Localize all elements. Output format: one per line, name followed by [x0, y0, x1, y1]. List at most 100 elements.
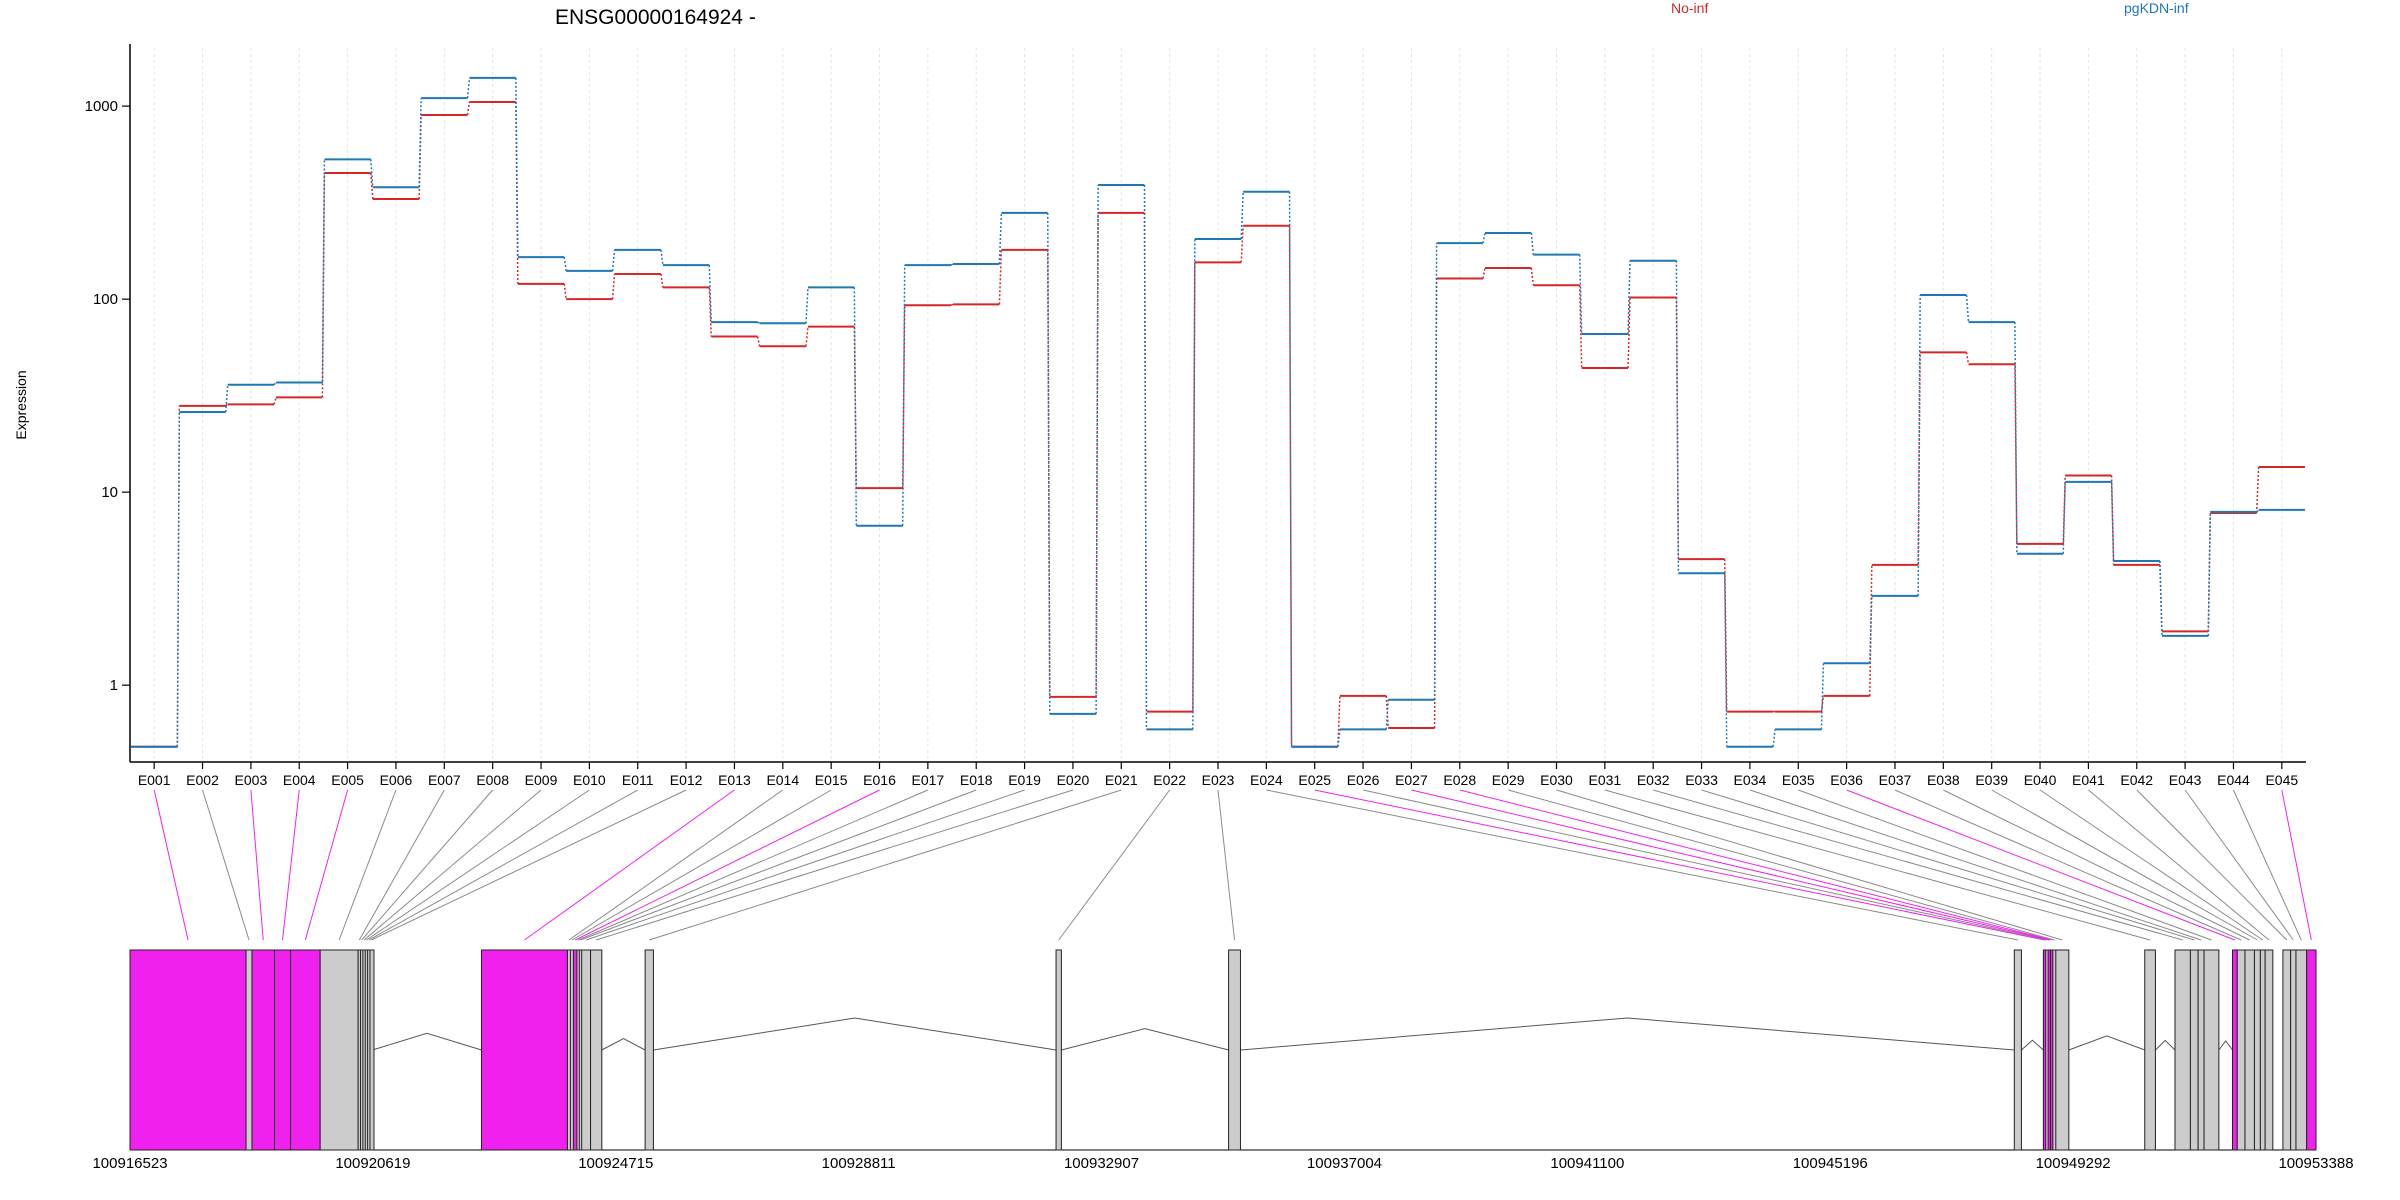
genomic-coordinate-label: 100924715 [578, 1155, 653, 1172]
exon-connector-line [1556, 790, 2062, 940]
exon-connector-line [2137, 790, 2287, 940]
exon-connector-line [2040, 790, 2263, 940]
x-tick-label: E024 [1250, 772, 1283, 788]
chart-title: ENSG00000164924 - [555, 6, 756, 29]
exon-box-e032 [2175, 950, 2190, 1150]
exon-connector-line [1059, 790, 1170, 940]
exon-box-e020 [591, 950, 602, 1150]
exon-box-e021 [645, 950, 653, 1150]
exon-connector-line [572, 790, 831, 940]
x-tick-label: E035 [1782, 772, 1815, 788]
x-tick-label: E002 [186, 772, 219, 788]
exon-connector-line [2088, 790, 2269, 940]
genomic-coordinate-label: 100953388 [2278, 1155, 2353, 1172]
x-tick-label: E027 [1395, 772, 1428, 788]
genomic-coordinate-label: 100941100 [1550, 1155, 1624, 1172]
exon-box-e002 [246, 950, 252, 1150]
series-step-no-inf [1580, 285, 1582, 368]
exon-connector-line [1508, 790, 2054, 940]
x-tick-label: E043 [2169, 772, 2202, 788]
intron-line [653, 1018, 1056, 1050]
exon-connector-line [154, 790, 188, 940]
series-step-pgkdn-inf [322, 159, 324, 382]
series-step-pgkdn-inf [1870, 596, 1872, 663]
exon-box-e013 [481, 950, 567, 1150]
exon-box-e040 [2260, 950, 2265, 1150]
series-step-pgkdn-inf [177, 412, 179, 747]
series-step-no-inf [661, 274, 663, 287]
series-step-pgkdn-inf [1338, 729, 1340, 746]
series-step-pgkdn-inf [1676, 261, 1678, 573]
series-step-pgkdn-inf [1773, 729, 1775, 746]
x-tick-label: E030 [1540, 772, 1573, 788]
exon-connector-line [251, 790, 263, 940]
legend-label-no-inf: No-inf [1671, 0, 1708, 16]
exon-connector-line [1411, 790, 2049, 940]
x-tick-label: E037 [1879, 772, 1912, 788]
intron-line [1061, 1029, 1228, 1050]
series-step-no-inf [1241, 226, 1243, 263]
exon-connector-line [283, 790, 300, 940]
grid-lines [154, 48, 2282, 762]
series-step-no-inf [1967, 352, 1969, 364]
exon-connector-line [1798, 790, 2211, 940]
genomic-coordinate-label: 100945196 [1793, 1155, 1868, 1172]
x-tick-label: E042 [2120, 772, 2153, 788]
x-tick-label: E022 [1153, 772, 1186, 788]
series-step-no-inf [999, 250, 1001, 304]
x-tick-label: E010 [573, 772, 606, 788]
exon-connector-line [1653, 790, 2182, 940]
exon-box-e004 [275, 950, 291, 1150]
series-step-pgkdn-inf [564, 257, 566, 271]
series-step-pgkdn-inf [1918, 295, 1920, 596]
x-tick-label: E016 [863, 772, 896, 788]
x-tick-label: E025 [1298, 772, 1331, 788]
exon-connector-line [203, 790, 249, 940]
series-step-pgkdn-inf [999, 213, 1001, 264]
exon-box-e034 [2198, 950, 2204, 1150]
y-tick-label: 1 [110, 677, 118, 694]
series-step-no-inf [613, 274, 615, 299]
exon-connector-line [1315, 790, 2045, 940]
exon-connector-line [339, 790, 396, 940]
genomic-coordinate-label: 100916523 [92, 1155, 167, 1172]
exon-box-e039 [2254, 950, 2260, 1150]
exon-box-e042 [2283, 950, 2291, 1150]
y-tick-label: 100 [93, 291, 118, 308]
x-tick-label: E045 [2265, 772, 2298, 788]
x-tick-label: E018 [960, 772, 993, 788]
exon-box-e031 [2145, 950, 2156, 1150]
x-tick-label: E005 [331, 772, 364, 788]
intron-line [372, 1033, 481, 1050]
x-tick-label: E001 [138, 772, 171, 788]
exon-connector-line [1943, 790, 2249, 940]
exon-connector-line [2185, 790, 2293, 940]
exon-connector-line [1460, 790, 2052, 940]
series-step-no-inf [1483, 268, 1485, 278]
x-tick-label: E028 [1443, 772, 1476, 788]
x-tick-label: E029 [1492, 772, 1525, 788]
exon-box-e044 [2296, 950, 2307, 1150]
series-step-pgkdn-inf [1435, 243, 1437, 700]
series-step-pgkdn-inf [2160, 561, 2162, 636]
genomic-coordinate-label: 100932907 [1064, 1155, 1139, 1172]
series-step-no-inf [274, 397, 276, 404]
exon-box-e038 [2245, 950, 2254, 1150]
genomic-coordinate-label: 100949292 [2036, 1155, 2111, 1172]
exon-box-e012 [370, 950, 374, 1150]
exon-box-e006 [320, 950, 358, 1150]
genomic-coordinate-label: 100920619 [335, 1155, 410, 1172]
x-tick-label: E033 [1685, 772, 1718, 788]
x-tick-label: E031 [1588, 772, 1621, 788]
x-tick-label: E017 [912, 772, 945, 788]
exon-connector-line [1992, 790, 2258, 940]
exon-connector-line [569, 790, 783, 940]
exon-box-e035 [2204, 950, 2219, 1150]
series-lines [131, 78, 2305, 747]
exon-connector-line [1750, 790, 2201, 940]
x-tick-label: E034 [1734, 772, 1767, 788]
series-step-pgkdn-inf [419, 98, 421, 187]
exon-box-e023 [1229, 950, 1241, 1150]
series-step-pgkdn-inf [854, 287, 856, 525]
y-tick-label: 10 [101, 484, 118, 501]
